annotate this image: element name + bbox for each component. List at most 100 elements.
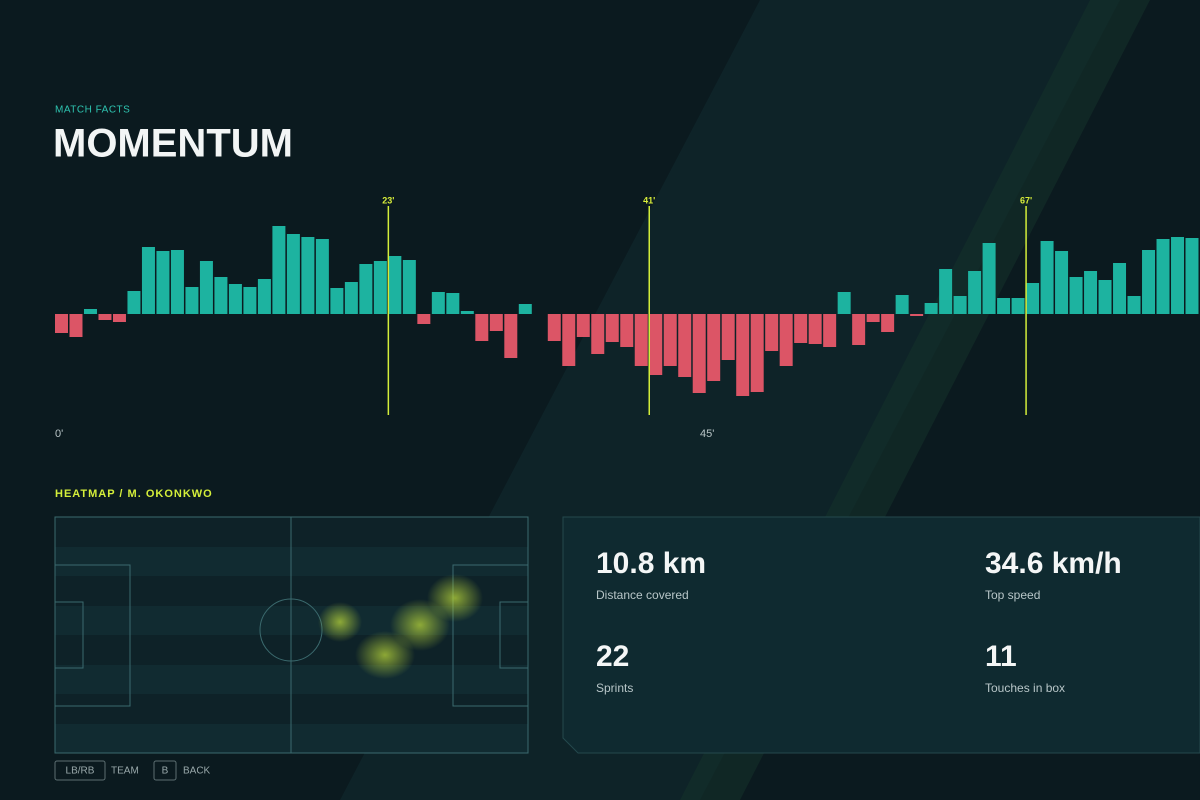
hint-label[interactable]: BACK <box>183 766 211 777</box>
momentum-bar <box>750 314 764 392</box>
event-label: 41' <box>643 195 655 205</box>
stat-value: 22 <box>596 640 629 673</box>
momentum-bar <box>344 282 358 314</box>
momentum-bar <box>721 314 735 360</box>
kicker: MATCH FACTS <box>55 105 130 116</box>
momentum-bar <box>605 314 619 342</box>
momentum-bar <box>185 287 199 314</box>
momentum-bar <box>1127 296 1141 314</box>
momentum-bar <box>1113 263 1127 314</box>
momentum-bar <box>1098 280 1112 314</box>
momentum-bar <box>1011 298 1025 314</box>
momentum-bar <box>620 314 634 347</box>
momentum-bar <box>678 314 692 377</box>
momentum-bar <box>402 260 416 314</box>
momentum-bar <box>286 234 300 314</box>
momentum-bar <box>330 288 344 314</box>
heatmap-title: HEATMAP / M. OKONKWO <box>55 488 213 500</box>
bg-stripe <box>340 0 1120 800</box>
momentum-bar <box>243 287 257 314</box>
momentum-bar <box>736 314 750 396</box>
momentum-bar <box>199 261 213 314</box>
stat-label: Sprints <box>596 681 633 695</box>
momentum-bar <box>1185 238 1199 314</box>
momentum-bar <box>55 314 68 333</box>
momentum-bar <box>924 303 938 314</box>
momentum-bar <box>576 314 590 337</box>
momentum-bar <box>852 314 866 345</box>
momentum-bar <box>692 314 706 393</box>
momentum-bar <box>257 279 271 314</box>
momentum-bar <box>170 250 184 314</box>
stat-label: Touches in box <box>985 681 1065 695</box>
heat-blob <box>427 574 483 622</box>
momentum-bar <box>707 314 721 381</box>
momentum-bar <box>446 293 460 314</box>
momentum-bar <box>214 277 228 314</box>
momentum-bar <box>359 264 373 314</box>
momentum-bar <box>373 261 387 314</box>
momentum-bar <box>765 314 779 351</box>
momentum-bar <box>649 314 663 375</box>
momentum-bar <box>953 296 967 314</box>
momentum-bar <box>228 284 242 314</box>
key-badge[interactable] <box>54 760 106 781</box>
stat-value: 11 <box>985 640 1017 673</box>
momentum-bar <box>547 314 561 341</box>
momentum-bar <box>518 304 532 314</box>
momentum-bar <box>69 314 83 337</box>
momentum-bar <box>1040 241 1054 314</box>
page-title: MOMENTUM <box>53 122 293 166</box>
momentum-bar <box>968 271 982 314</box>
momentum-bar <box>997 298 1011 314</box>
stat-value: 34.6 km/h <box>985 547 1122 580</box>
momentum-bar <box>1055 251 1069 314</box>
momentum-bar <box>489 314 503 331</box>
momentum-bar <box>1142 250 1156 314</box>
momentum-bar <box>315 239 329 314</box>
momentum-bar <box>141 247 155 314</box>
key-label[interactable]: B <box>162 766 169 777</box>
momentum-bar <box>837 292 851 314</box>
momentum-bar <box>663 314 677 366</box>
momentum-bar <box>1069 277 1083 314</box>
stat-label: Top speed <box>985 588 1040 602</box>
stat-value: 10.8 km <box>596 547 706 580</box>
momentum-bar <box>1171 237 1185 314</box>
momentum-bar <box>417 314 431 324</box>
momentum-bar <box>98 314 112 320</box>
event-label: 67' <box>1020 195 1032 205</box>
momentum-bar <box>779 314 793 366</box>
momentum-bar <box>112 314 126 322</box>
momentum-bar <box>823 314 837 347</box>
momentum-bar <box>562 314 576 366</box>
goal-box <box>54 601 84 669</box>
event-label: 23' <box>382 195 394 205</box>
pitch <box>54 516 529 754</box>
momentum-bar <box>460 311 474 314</box>
stat-label: Distance covered <box>596 588 689 602</box>
momentum-bar <box>982 243 996 314</box>
key-badge[interactable] <box>153 760 177 781</box>
momentum-bar <box>156 251 170 314</box>
x-tick-label: 45' <box>700 428 714 440</box>
goal-box <box>499 601 529 669</box>
momentum-bar <box>591 314 605 354</box>
heat-blob <box>318 602 362 642</box>
momentum-bar <box>1156 239 1170 314</box>
key-label[interactable]: LB/RB <box>66 766 95 777</box>
momentum-bar <box>939 269 953 314</box>
hint-label[interactable]: TEAM <box>111 766 139 777</box>
momentum-bar <box>127 291 141 314</box>
momentum-bar <box>504 314 518 358</box>
stats-panel <box>562 516 1200 754</box>
momentum-chart: 23' 41' 67' 0' 45' <box>55 195 1199 440</box>
momentum-bar <box>808 314 822 344</box>
x-tick-label: 0' <box>55 428 63 440</box>
momentum-bar <box>301 237 315 314</box>
momentum-bar <box>1026 283 1040 314</box>
momentum-bar <box>431 292 445 314</box>
momentum-bar <box>388 256 402 314</box>
momentum-bar <box>910 314 924 316</box>
